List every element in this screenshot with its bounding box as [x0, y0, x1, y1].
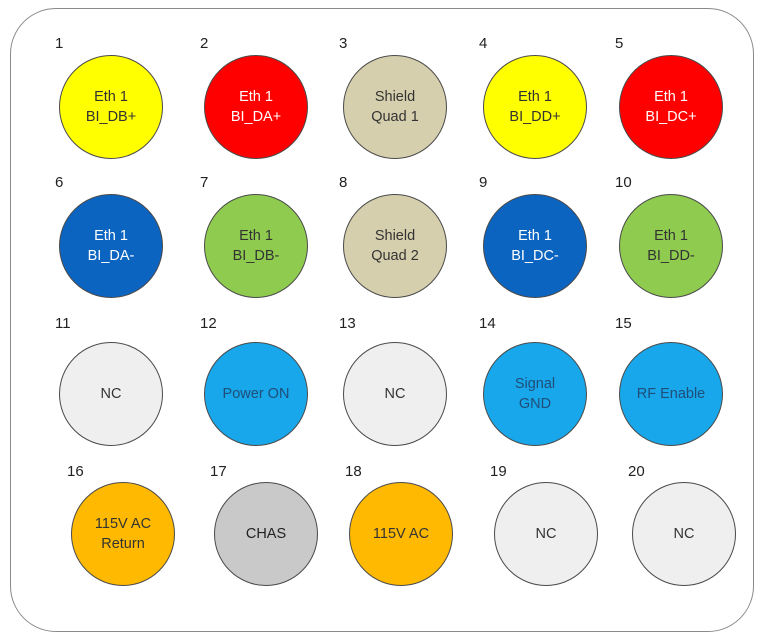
- pin-number: 3: [339, 35, 348, 52]
- pin-circle: Eth 1 BI_DC-: [483, 194, 587, 298]
- pin-circle: NC: [59, 342, 163, 446]
- pin-circle: Eth 1 BI_DD+: [483, 55, 587, 159]
- pin-circle: NC: [632, 482, 736, 586]
- pin-number: 16: [67, 463, 84, 480]
- pin-circle: Signal GND: [483, 342, 587, 446]
- pin-label: Power ON: [222, 386, 290, 402]
- pin-circle: Eth 1 BI_DD-: [619, 194, 723, 298]
- pin-number: 4: [479, 35, 488, 52]
- pin-number: 15: [615, 315, 632, 332]
- pin-number: 13: [339, 315, 356, 332]
- pin-label: NC: [384, 386, 406, 402]
- pin-number: 11: [55, 315, 71, 332]
- pin-circle: Eth 1 BI_DA-: [59, 194, 163, 298]
- pin-label: Eth 1: [239, 89, 273, 105]
- pin-number: 8: [339, 174, 348, 191]
- pin-label: NC: [535, 526, 557, 542]
- pin-circle: Eth 1 BI_DA+: [204, 55, 308, 159]
- connector-pinout-board: 1 Eth 1 BI_DB+ 2 Eth 1 BI_DA+ 3 Shield Quad 1 4 Et…: [10, 8, 754, 632]
- pin-label: BI_DC+: [645, 109, 697, 125]
- pin-number: 6: [55, 174, 64, 191]
- pin-number: 18: [345, 463, 362, 480]
- pin-circle: NC: [343, 342, 447, 446]
- pin-label: Quad 2: [371, 248, 419, 264]
- pin-circle: Eth 1 BI_DB-: [204, 194, 308, 298]
- pin-label: Quad 1: [371, 109, 419, 125]
- pin-label: Eth 1: [518, 89, 552, 105]
- pin-number: 14: [479, 315, 496, 332]
- pin-label: GND: [518, 396, 552, 412]
- pin-label: Eth 1: [239, 228, 273, 244]
- pin-number: 5: [615, 35, 624, 52]
- pin-label: BI_DA+: [230, 109, 282, 125]
- pin-number: 10: [615, 174, 632, 191]
- pin-label: BI_DB+: [85, 109, 137, 125]
- pin-circle: NC: [494, 482, 598, 586]
- pin-label: Return: [101, 536, 145, 552]
- pin-circle: RF Enable: [619, 342, 723, 446]
- pin-label: Eth 1: [654, 89, 688, 105]
- pin-number: 2: [200, 35, 209, 52]
- pin-label: Eth 1: [518, 228, 552, 244]
- pin-circle: Eth 1 BI_DB+: [59, 55, 163, 159]
- pin-label: BI_DA-: [87, 248, 135, 264]
- pin-label: BI_DD-: [647, 248, 695, 264]
- pin-label: Signal: [514, 376, 556, 392]
- pin-label: NC: [100, 386, 122, 402]
- pin-label: 115V AC: [94, 516, 152, 532]
- pin-circle: Eth 1 BI_DC+: [619, 55, 723, 159]
- pin-circle: Power ON: [204, 342, 308, 446]
- pin-circle: 115V AC: [349, 482, 453, 586]
- pin-number: 7: [200, 174, 209, 191]
- pin-label: BI_DD+: [509, 109, 561, 125]
- pin-label: NC: [673, 526, 695, 542]
- pin-circle: CHAS: [214, 482, 318, 586]
- pin-label: Shield: [374, 89, 416, 105]
- pin-number: 19: [490, 463, 507, 480]
- pin-label: RF Enable: [636, 386, 706, 402]
- pin-label: Eth 1: [94, 89, 128, 105]
- pin-label: Shield: [374, 228, 416, 244]
- pin-circle: Shield Quad 1: [343, 55, 447, 159]
- pin-number: 20: [628, 463, 645, 480]
- pin-label: BI_DC-: [511, 248, 559, 264]
- pin-circle: 115V AC Return: [71, 482, 175, 586]
- pin-number: 1: [55, 35, 64, 52]
- pin-label: BI_DB-: [232, 248, 280, 264]
- pin-label: 115V AC: [372, 526, 430, 542]
- pin-number: 17: [210, 463, 227, 480]
- pin-number: 12: [200, 315, 217, 332]
- pin-circle: Shield Quad 2: [343, 194, 447, 298]
- pin-label: Eth 1: [94, 228, 128, 244]
- pin-label: Eth 1: [654, 228, 688, 244]
- pin-number: 9: [479, 174, 488, 191]
- pin-label: CHAS: [245, 526, 287, 542]
